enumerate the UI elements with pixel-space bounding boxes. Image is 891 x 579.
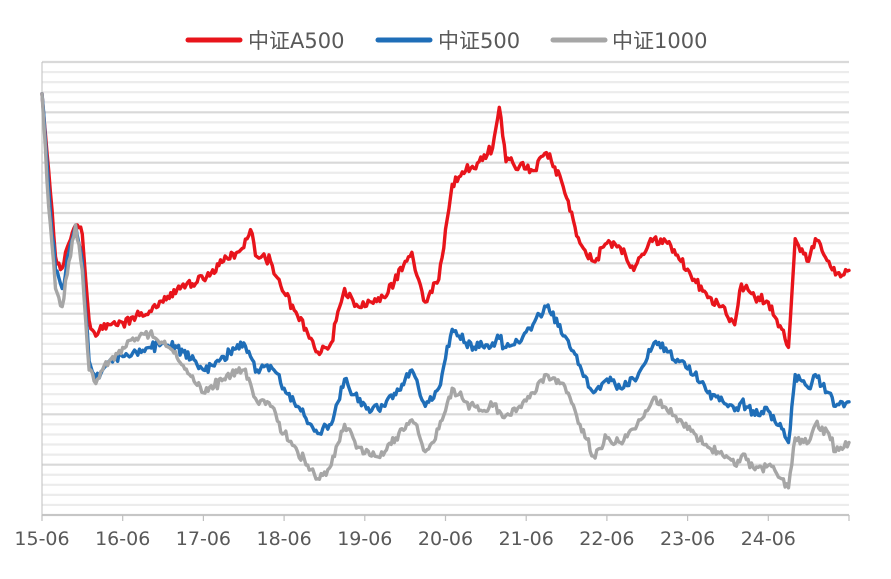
- legend-label: 中证A500: [248, 29, 344, 53]
- series-line-2: [40, 92, 851, 445]
- x-tick-label: 23-06: [660, 528, 715, 550]
- series-line-3: [40, 92, 851, 490]
- x-axis: 15-06 16-06 17-06 18-06 19-06 20-06 21-06 22-06…: [14, 62, 850, 550]
- x-tick-label: 20-06: [418, 528, 473, 550]
- x-tick-label: 16-06: [95, 528, 150, 550]
- x-tick-label: 22-06: [579, 528, 634, 550]
- x-tick-label: 17-06: [176, 528, 231, 550]
- series-lines: [40, 92, 851, 490]
- legend: 中证A500 中证500 中证1000: [185, 29, 707, 53]
- gridlines: [42, 60, 849, 517]
- x-tick-label: 15-06: [14, 528, 69, 550]
- legend-label: 中证500: [438, 29, 520, 53]
- legend-label: 中证1000: [612, 29, 707, 53]
- series-line-1: [40, 92, 851, 357]
- x-tick-label: 18-06: [256, 528, 311, 550]
- x-tick-label: 19-06: [337, 528, 392, 550]
- x-tick-label: 24-06: [741, 528, 796, 550]
- x-tick-label: 21-06: [499, 528, 554, 550]
